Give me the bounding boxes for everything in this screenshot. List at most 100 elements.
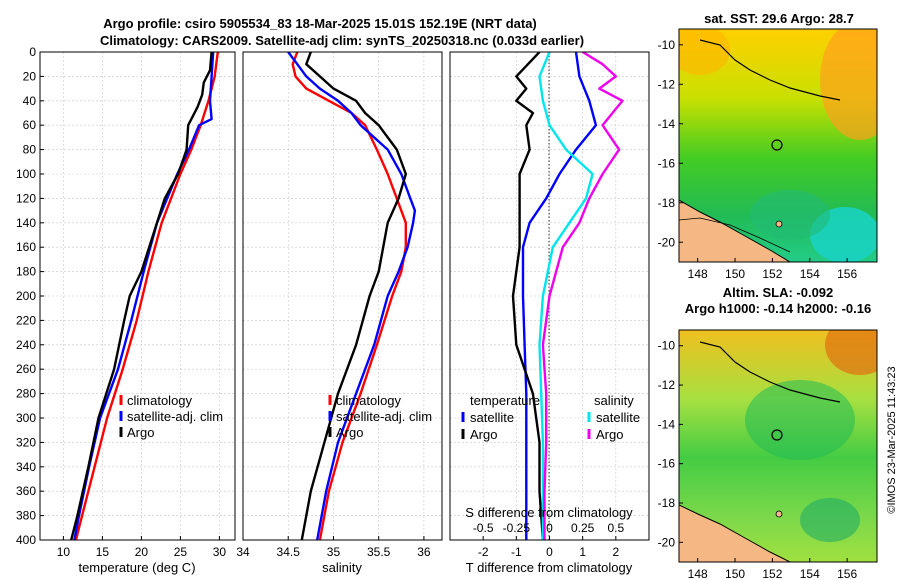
series-satellite-adj-clim (287, 52, 417, 540)
map-x-tick-label: 156 (837, 267, 857, 281)
legend-label: satellite-adj. clim (127, 409, 223, 424)
y-tick-label: 240 (16, 338, 36, 352)
y-tick-label: 160 (16, 240, 36, 254)
y-tick-label: 60 (23, 118, 37, 132)
sla-small-island (775, 510, 783, 518)
s-difference-xlabel: S difference from climatology (465, 505, 633, 520)
legend-label: Argo (470, 427, 497, 442)
series-climatology (291, 52, 407, 540)
sla-low-patch (745, 380, 855, 460)
map-x-tick-label: 152 (762, 267, 782, 281)
sst-map-title: sat. SST: 29.6 Argo: 28.7 (704, 11, 854, 26)
x-tick-label: 30 (213, 545, 227, 559)
difference-panel: -2 -1 0 1 2 S difference from climatology -0… (449, 51, 650, 575)
x-tick-label: 35.5 (367, 545, 391, 559)
y-tick-label: 320 (16, 435, 36, 449)
map-y-tick-label: -20 (658, 535, 676, 549)
figure-title-line1: Argo profile: csiro 5905534_83 18-Mar-20… (103, 16, 537, 31)
series-climatology (74, 52, 219, 540)
sla-map-title-2: Argo h1000: -0.14 h2000: -0.16 (685, 301, 871, 316)
x-tick-label: 1 (579, 545, 586, 559)
legend-label: satellite (470, 410, 514, 425)
top-tick-label: 0.5 (607, 521, 624, 535)
map-y-tick-label: -20 (658, 235, 676, 249)
y-tick-label: 400 (16, 533, 36, 547)
sst-coral-sea-islands (699, 39, 841, 101)
t-difference-xlabel: T difference from climatology (466, 560, 633, 575)
salinity-xlabel: salinity (322, 560, 362, 575)
sst-warm-patch (820, 29, 877, 140)
x-tick-label: 34.5 (277, 545, 301, 559)
legend-title-temperature: temperature (470, 393, 540, 408)
y-tick-label: 200 (16, 289, 36, 303)
y-tick-label: 100 (16, 167, 36, 181)
figure-title-line2: Climatology: CARS2009. Satellite-adj cli… (100, 33, 584, 48)
map-x-tick-label: 150 (725, 267, 745, 281)
sst-map: sat. SST: 29.6 Argo: 28.7 148 150 152 154 15… (658, 11, 878, 281)
map-y-tick-label: -14 (658, 417, 676, 431)
y-tick-label: 80 (23, 143, 37, 157)
map-y-tick-label: -18 (658, 496, 676, 510)
y-tick-label: 380 (16, 509, 36, 523)
map-x-tick-label: 148 (688, 267, 708, 281)
top-tick-label: -0.25 (503, 521, 531, 535)
x-tick-label: -1 (511, 545, 522, 559)
y-tick-label: 0 (29, 45, 36, 59)
map-y-tick-label: -16 (658, 457, 676, 471)
y-tick-label: 220 (16, 313, 36, 327)
temperature-xlabel: temperature (deg C) (78, 560, 195, 575)
y-tick-label: 140 (16, 216, 36, 230)
map-x-tick-label: 154 (800, 267, 820, 281)
salinity-panel: 34 34.5 35 35.5 36 salinity climatologysatel… (236, 51, 443, 575)
y-tick-label: 20 (23, 69, 37, 83)
temperature-panel: 0 20 40 60 80 100 120 140 160 180 200 220 240 260 280 3… (16, 45, 236, 575)
legend-label: satellite-adj. clim (336, 409, 432, 424)
map-x-tick-label: 148 (688, 567, 708, 580)
y-tick-label: 360 (16, 484, 36, 498)
sla-argo-marker (771, 429, 783, 441)
top-tick-label: -0.5 (473, 521, 494, 535)
top-tick-label: 0 (546, 521, 553, 535)
map-x-tick-label: 152 (762, 567, 782, 580)
y-tick-label: 180 (16, 265, 36, 279)
sst-small-island (775, 220, 783, 228)
sla-map-title-1: Altim. SLA: -0.092 (723, 285, 834, 300)
x-tick-label: -2 (478, 545, 489, 559)
y-tick-label: 40 (23, 94, 37, 108)
legend-label: Argo (336, 425, 363, 440)
x-tick-label: 2 (612, 545, 619, 559)
y-tick-label: 300 (16, 411, 36, 425)
y-tick-label: 120 (16, 191, 36, 205)
sst-reef-line (679, 217, 791, 253)
top-tick-label: 0.25 (571, 521, 595, 535)
legend-label: climatology (336, 393, 402, 408)
series-salinity-argo (541, 52, 624, 540)
map-y-tick-label: -12 (658, 77, 676, 91)
map-y-tick-label: -16 (658, 156, 676, 170)
map-y-tick-label: -10 (658, 38, 676, 52)
x-tick-label: 20 (135, 545, 149, 559)
series-salinity-satellite (538, 52, 594, 540)
legend-label: climatology (127, 393, 193, 408)
sla-land-coast (679, 504, 791, 562)
map-x-tick-label: 154 (800, 567, 820, 580)
sla-low-patch-2 (800, 498, 860, 542)
legend-title-salinity: salinity (594, 393, 634, 408)
sla-coral-sea-islands (699, 341, 841, 403)
series-argo (70, 52, 213, 540)
series-temperature-satellite (521, 52, 598, 540)
x-tick-label: 36 (417, 545, 431, 559)
legend-label: satellite (596, 410, 640, 425)
x-tick-label: 35 (327, 545, 341, 559)
map-x-tick-label: 150 (725, 567, 745, 580)
x-tick-label: 0 (546, 545, 553, 559)
x-tick-label: 25 (174, 545, 188, 559)
x-tick-label: 15 (96, 545, 110, 559)
legend-label: Argo (127, 425, 154, 440)
series-argo (300, 52, 407, 540)
map-y-tick-label: -18 (658, 196, 676, 210)
sla-high-patch (825, 330, 877, 375)
y-tick-label: 340 (16, 460, 36, 474)
x-tick-label: 34 (236, 545, 250, 559)
